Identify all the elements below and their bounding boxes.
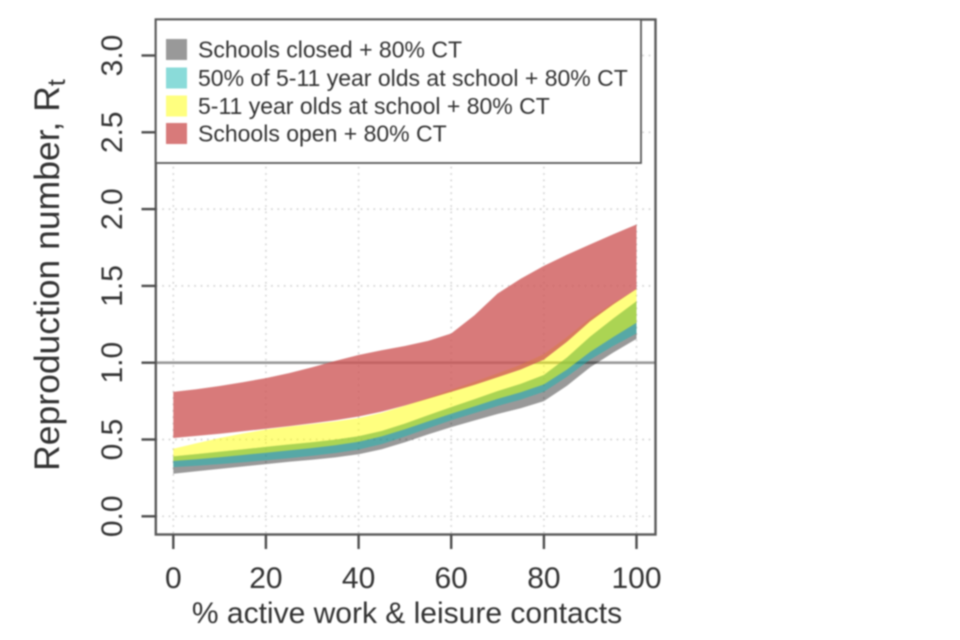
svg-text:1.5: 1.5 [96,265,129,307]
svg-text:0.0: 0.0 [96,495,129,537]
svg-text:80: 80 [527,562,560,595]
svg-text:2.0: 2.0 [96,188,129,230]
svg-text:100: 100 [611,562,661,595]
svg-text:60: 60 [435,562,468,595]
svg-text:1.0: 1.0 [96,342,129,384]
svg-text:0: 0 [165,562,182,595]
svg-text:3.0: 3.0 [96,35,129,77]
svg-text:50% of 5-11 year olds at schoo: 50% of 5-11 year olds at school + 80% CT [198,65,628,91]
svg-text:Schools closed + 80% CT: Schools closed + 80% CT [198,37,462,63]
svg-text:Schools open + 80% CT: Schools open + 80% CT [198,121,447,147]
svg-text:% active work & leisure contac: % active work & leisure contacts [192,597,622,630]
svg-text:5-11 year olds at school + 80%: 5-11 year olds at school + 80% CT [198,93,550,119]
svg-text:40: 40 [342,562,375,595]
svg-text:20: 20 [249,562,282,595]
svg-text:2.5: 2.5 [96,111,129,153]
svg-text:Reproduction number, Rt: Reproduction number, Rt [27,79,71,471]
svg-text:0.5: 0.5 [96,419,129,461]
